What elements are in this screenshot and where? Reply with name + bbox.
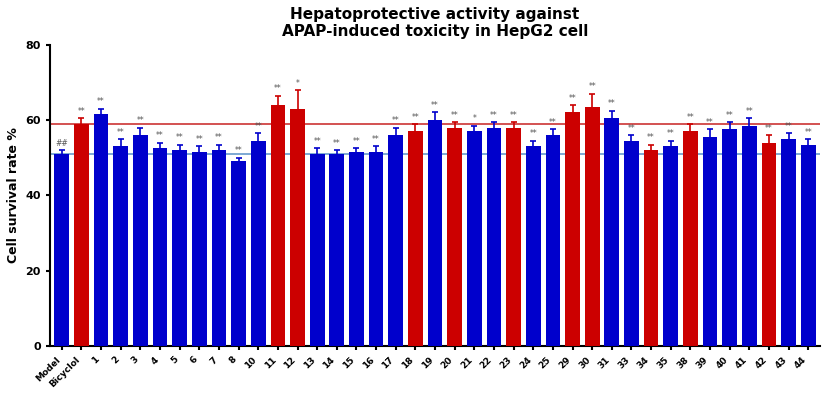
Bar xyxy=(428,120,442,346)
Bar xyxy=(447,128,462,346)
Bar xyxy=(526,147,541,346)
Text: **: ** xyxy=(372,135,380,144)
Bar xyxy=(172,150,187,346)
Bar xyxy=(762,143,777,346)
Bar xyxy=(93,114,108,346)
Text: **: ** xyxy=(608,99,616,109)
Text: **: ** xyxy=(176,133,184,142)
Text: **: ** xyxy=(726,110,734,120)
Text: **: ** xyxy=(333,139,341,148)
Text: **: ** xyxy=(235,147,242,156)
Bar xyxy=(212,150,227,346)
Bar xyxy=(782,139,796,346)
Title: Hepatoprotective activity against
APAP-induced toxicity in HepG2 cell: Hepatoprotective activity against APAP-i… xyxy=(282,7,588,39)
Bar xyxy=(251,141,265,346)
Bar xyxy=(389,135,403,346)
Bar xyxy=(683,131,698,346)
Bar xyxy=(329,154,344,346)
Bar xyxy=(369,152,384,346)
Text: **: ** xyxy=(431,101,439,110)
Bar xyxy=(742,126,757,346)
Text: **: ** xyxy=(667,129,675,139)
Text: **: ** xyxy=(529,129,537,139)
Bar xyxy=(310,154,324,346)
Text: **: ** xyxy=(588,82,596,91)
Bar xyxy=(467,131,481,346)
Bar xyxy=(232,162,246,346)
Bar xyxy=(55,154,69,346)
Text: **: ** xyxy=(352,137,361,146)
Text: ##: ## xyxy=(55,139,68,148)
Bar xyxy=(506,128,521,346)
Text: **: ** xyxy=(313,137,321,146)
Bar xyxy=(585,107,600,346)
Bar xyxy=(703,137,717,346)
Bar xyxy=(486,128,501,346)
Text: **: ** xyxy=(451,110,458,120)
Text: **: ** xyxy=(785,122,792,131)
Bar xyxy=(270,105,285,346)
Text: **: ** xyxy=(136,116,144,125)
Text: **: ** xyxy=(765,124,773,133)
Text: **: ** xyxy=(549,118,557,127)
Bar xyxy=(408,131,423,346)
Bar xyxy=(74,124,88,346)
Text: **: ** xyxy=(195,135,203,144)
Text: **: ** xyxy=(628,124,635,133)
Bar xyxy=(153,148,167,346)
Y-axis label: Cell survival rate %: Cell survival rate % xyxy=(7,128,20,263)
Text: **: ** xyxy=(392,116,399,125)
Bar xyxy=(546,135,560,346)
Text: **: ** xyxy=(215,133,222,142)
Text: **: ** xyxy=(648,133,655,142)
Text: **: ** xyxy=(706,118,714,127)
Bar xyxy=(349,152,364,346)
Text: *: * xyxy=(295,79,299,88)
Text: **: ** xyxy=(255,122,262,131)
Text: **: ** xyxy=(745,107,753,116)
Text: **: ** xyxy=(569,94,576,103)
Bar xyxy=(290,109,305,346)
Bar xyxy=(113,147,128,346)
Text: **: ** xyxy=(412,112,419,122)
Text: **: ** xyxy=(117,128,125,137)
Text: **: ** xyxy=(490,110,498,120)
Bar xyxy=(192,152,207,346)
Bar xyxy=(663,147,678,346)
Text: *: * xyxy=(472,114,476,124)
Bar xyxy=(801,145,815,346)
Bar xyxy=(565,112,580,346)
Bar xyxy=(722,129,737,346)
Bar xyxy=(605,118,619,346)
Text: **: ** xyxy=(98,97,105,107)
Text: **: ** xyxy=(509,110,518,120)
Text: **: ** xyxy=(274,84,282,93)
Text: **: ** xyxy=(156,131,164,140)
Bar xyxy=(643,150,658,346)
Bar xyxy=(133,135,148,346)
Text: **: ** xyxy=(805,128,812,137)
Bar xyxy=(624,141,638,346)
Text: **: ** xyxy=(78,107,85,116)
Text: **: ** xyxy=(686,112,695,122)
